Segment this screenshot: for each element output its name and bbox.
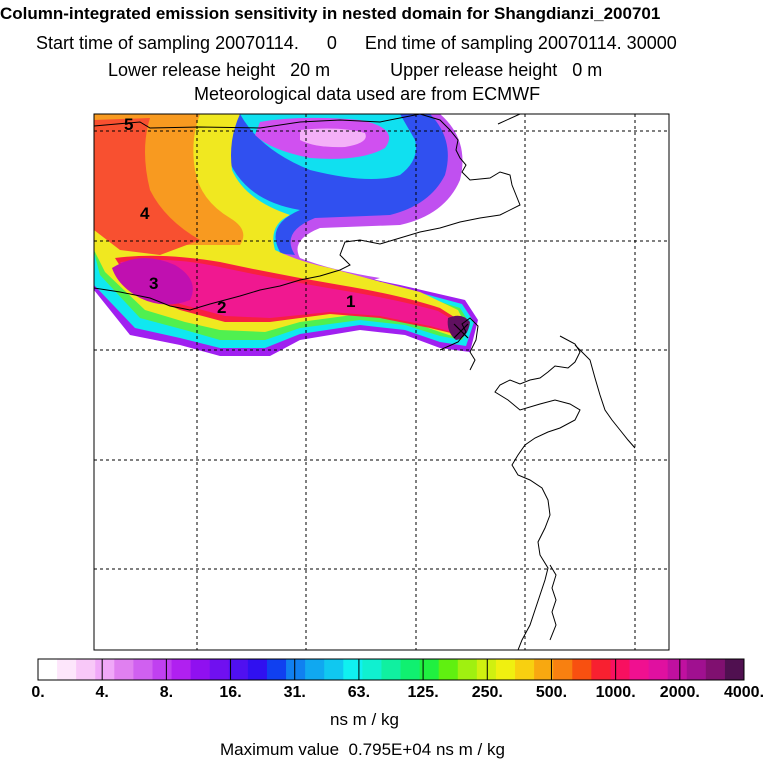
- start-time-value: 0: [326, 33, 337, 53]
- colorbar-segment: [686, 659, 707, 680]
- lower-release-label: Lower release height: [108, 60, 276, 80]
- west-red: [94, 118, 200, 255]
- colorbar-tick-label: 500.: [535, 684, 568, 701]
- chart-title: Column-integrated emission sensitivity i…: [0, 4, 661, 23]
- start-time-label: Start time of sampling 20070114.: [36, 33, 299, 53]
- coastlines: [94, 114, 636, 650]
- colorbar-tick-label: 125.: [407, 684, 439, 701]
- lower-release-value: 20 m: [290, 60, 331, 80]
- maximum-value: 0.795E+04 ns m / kg: [348, 740, 505, 759]
- maximum-value-line: Maximum value 0.795E+04 ns m / kg: [220, 740, 505, 760]
- colorbar-segment: [114, 659, 134, 680]
- south-band-pink: [120, 259, 458, 332]
- sensitivity-field: [94, 114, 478, 356]
- colorbar-segment: [324, 659, 344, 680]
- colorbar-segment: [171, 659, 192, 680]
- colorbar-tick-label: 2000.: [659, 684, 700, 701]
- coastline-east-main: [494, 335, 581, 650]
- colorbar-tick-label: 8.: [159, 684, 174, 701]
- boundary-inner: [497, 114, 521, 125]
- colorbar-segment: [400, 659, 421, 680]
- grid-lines: [94, 114, 669, 650]
- colorbar-tick-label: 250.: [471, 684, 503, 701]
- colorbar-segment: [419, 659, 440, 680]
- colorbar-segment: [305, 659, 325, 680]
- colorbar-segment: [76, 659, 96, 680]
- colorbar-segment: [381, 659, 402, 680]
- colorbar-segment: [476, 659, 497, 680]
- colorbar-segment: [705, 659, 726, 680]
- upper-release-label: Upper release height: [390, 60, 558, 80]
- colorbar-units: ns m / kg: [330, 710, 399, 729]
- marker-3: 3: [149, 274, 158, 293]
- colorbar-segment: [228, 659, 249, 680]
- colorbar-segment: [553, 659, 573, 680]
- colorbar-segment: [457, 659, 478, 680]
- north-core-light: [300, 128, 366, 148]
- sampling-time-line: Start time of sampling 20070114. 0 End tim…: [36, 33, 677, 54]
- colorbar-tick-label: 4.: [95, 684, 109, 701]
- coastline-island-b: [549, 564, 557, 641]
- upper-release-value: 0 m: [572, 60, 603, 80]
- colorbar-tick-label: 63.: [347, 684, 371, 701]
- colorbar-segment: [495, 659, 516, 680]
- colorbar-segment: [152, 659, 173, 680]
- colorbar-segment: [591, 659, 611, 680]
- colorbar-tick-label: 4000.: [723, 684, 765, 701]
- colorbar-segment: [266, 659, 287, 680]
- coastline-east-north: [94, 114, 521, 311]
- coastline-island-a: [574, 344, 636, 449]
- colorbar-segment: [209, 659, 230, 680]
- met-data-line: Meteorological data used are from ECMWF: [194, 84, 541, 104]
- colorbar-segment: [95, 659, 115, 680]
- colorbar-segment: [629, 659, 650, 680]
- colorbar-tick-label: 16.: [219, 684, 242, 701]
- colorbar-segment: [286, 659, 306, 680]
- colorbar-segment: [724, 659, 745, 680]
- colorbar-segment: [438, 659, 459, 680]
- coastline-peninsula: [439, 317, 479, 371]
- colorbar-segment: [247, 659, 268, 680]
- colorbar-segment: [362, 659, 382, 680]
- release-height-line: Lower release height 20 m Upper release h…: [108, 60, 602, 81]
- colorbar-tick-label: 1000.: [595, 684, 636, 701]
- colorbar-segment: [57, 659, 77, 680]
- station-marker: [453, 323, 469, 339]
- colorbar-segment: [572, 659, 592, 680]
- colorbar-segment: [190, 659, 211, 680]
- colorbar-segment: [648, 659, 669, 680]
- map-frame: [93, 113, 670, 651]
- colorbar-segment: [610, 659, 631, 680]
- colorbar-segment: [38, 659, 58, 680]
- colorbar-segment: [515, 659, 535, 680]
- coastline-north: [94, 114, 421, 129]
- colorbar-segment: [667, 659, 688, 680]
- marker-2: 2: [217, 298, 226, 317]
- colorbar-tick-label: 0.: [31, 684, 45, 701]
- marker-1: 1: [346, 292, 355, 311]
- marker-4: 4: [140, 204, 150, 223]
- markers: 1 2 3 4 5: [124, 115, 355, 317]
- colorbar-segment: [343, 659, 363, 680]
- maximum-value-label: Maximum value: [220, 740, 340, 759]
- colorbar-segment: [534, 659, 554, 680]
- colorbar-tick-label: 31.: [283, 684, 306, 701]
- marker-5: 5: [124, 115, 133, 134]
- colorbar-segment: [133, 659, 153, 680]
- west-core-magenta: [112, 258, 193, 305]
- colorbar-segments: [38, 659, 745, 680]
- end-time-label: End time of sampling 20070114. 30000: [364, 33, 677, 53]
